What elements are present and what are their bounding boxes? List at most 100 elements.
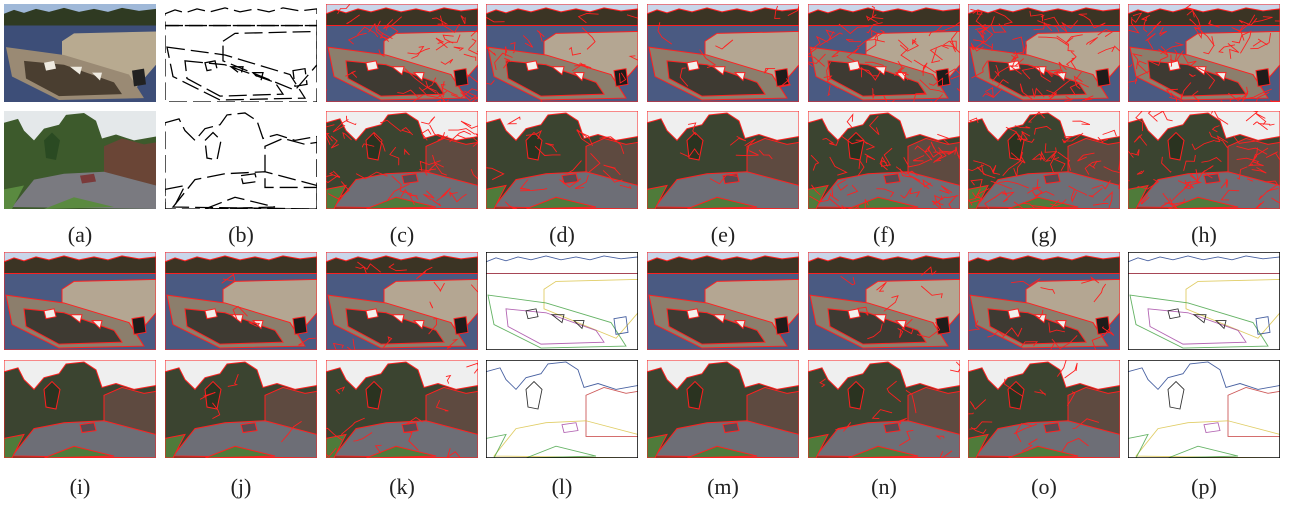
figure: (a) (b) (c) (d) (e) (f) (g) (h) (i) (j) (k) (l) (m) (… <box>0 0 1292 505</box>
image-panel <box>481 111 638 210</box>
background <box>1128 360 1280 458</box>
region <box>132 317 146 335</box>
image-panel <box>165 111 317 209</box>
image-content <box>808 111 967 214</box>
image-panel <box>165 252 317 350</box>
image-content <box>808 252 960 350</box>
image-panel <box>165 4 317 102</box>
image-content <box>968 252 1120 369</box>
image-panel <box>808 252 960 350</box>
panel-label: (i) <box>70 474 91 499</box>
region <box>1044 423 1060 433</box>
panel-label: (j) <box>231 474 252 499</box>
region <box>884 174 900 184</box>
image-content <box>4 360 156 458</box>
image-panel <box>486 360 638 458</box>
image-content <box>632 111 799 209</box>
image-content <box>958 111 1133 221</box>
panel-label: (b) <box>228 222 254 247</box>
image-panel <box>647 252 799 350</box>
region <box>1096 69 1110 87</box>
region <box>132 69 146 87</box>
region <box>936 317 950 335</box>
panel-label: (d) <box>549 222 575 247</box>
region <box>454 69 468 87</box>
image-content <box>486 360 638 458</box>
image-content <box>1128 252 1280 350</box>
image-content <box>471 4 649 121</box>
region <box>1204 174 1220 184</box>
image-panel <box>471 4 649 121</box>
image-panel <box>321 3 481 115</box>
panel-label: (n) <box>871 474 897 499</box>
image-panel <box>949 4 1129 110</box>
panel-label: (c) <box>390 222 414 247</box>
region <box>775 69 789 87</box>
image-panel <box>4 111 156 209</box>
image-content <box>4 252 156 350</box>
image-content <box>808 360 961 461</box>
image-content <box>481 111 638 210</box>
panel-label: (a) <box>68 222 92 247</box>
image-content <box>647 1 810 102</box>
image-panel <box>1124 4 1289 113</box>
superpixel-boundary <box>321 89 327 95</box>
panel-label: (h) <box>1191 222 1217 247</box>
image-content <box>1124 4 1289 113</box>
image-panel <box>647 360 799 458</box>
image-panel <box>647 1 810 102</box>
image-content <box>486 252 638 350</box>
panel-label: (l) <box>552 474 573 499</box>
region <box>884 423 900 433</box>
region <box>1256 69 1270 87</box>
image-panel <box>1118 103 1292 221</box>
image-content <box>647 360 799 458</box>
region <box>293 317 307 335</box>
background <box>486 252 638 350</box>
background <box>165 111 317 209</box>
panel-label: (m) <box>707 474 739 499</box>
image-content <box>326 252 492 353</box>
region <box>454 317 468 335</box>
panel-label: (o) <box>1031 474 1057 499</box>
image-panel <box>318 360 479 460</box>
image-content <box>806 4 966 117</box>
image-content <box>4 4 156 102</box>
image-panel <box>806 4 966 117</box>
region <box>241 423 257 433</box>
image-panel <box>958 111 1133 221</box>
panel-label: (e) <box>711 222 735 247</box>
image-panel <box>632 111 799 209</box>
region <box>402 174 418 184</box>
image-panel <box>968 252 1120 369</box>
image-panel <box>486 252 638 350</box>
superpixel-boundary <box>1119 180 1130 191</box>
image-content <box>320 111 485 209</box>
image-panel <box>808 360 961 461</box>
region <box>1044 174 1060 184</box>
image-content <box>1128 360 1280 458</box>
panel-label: (f) <box>873 222 895 247</box>
panel-label: (g) <box>1031 222 1057 247</box>
image-content <box>318 360 479 460</box>
image-content <box>165 252 317 350</box>
image-panel <box>4 360 156 458</box>
image-content <box>961 352 1120 458</box>
region <box>80 423 96 433</box>
image-content <box>165 360 317 458</box>
image-panel <box>165 360 317 458</box>
superpixel-boundary <box>1265 208 1277 221</box>
image-panel <box>4 252 156 350</box>
image-content <box>949 4 1129 110</box>
image-panel <box>961 352 1120 458</box>
background <box>1128 252 1280 350</box>
image-panel <box>4 4 156 102</box>
background <box>165 4 317 102</box>
panel-label: (k) <box>389 474 415 499</box>
image-content <box>4 111 156 209</box>
image-content <box>165 111 317 209</box>
region <box>614 69 628 87</box>
background <box>486 360 638 458</box>
region <box>723 423 739 433</box>
superpixel-boundary <box>1203 208 1210 218</box>
